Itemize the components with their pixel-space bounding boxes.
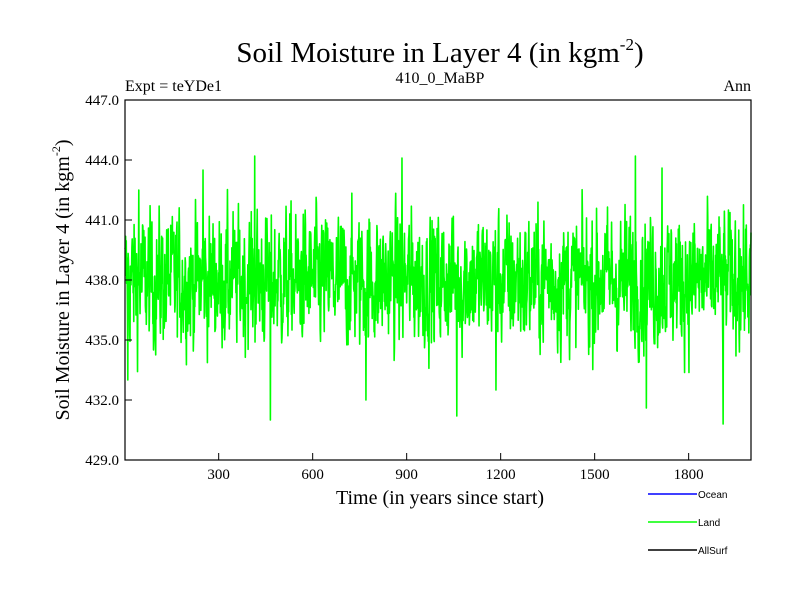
series-land-line (124, 155, 752, 425)
y-tick-label: 435.0 (85, 333, 119, 349)
x-tick-label: 1800 (674, 467, 704, 483)
y-axis-label: Soil Moisture in Layer 4 (in kgm-2) (49, 139, 74, 420)
y-tick-label: 447.0 (85, 93, 119, 109)
x-axis-label: Time (in years since start) (336, 487, 544, 509)
legend-label-allsurf: AllSurf (698, 546, 728, 557)
chart-title: Soil Moisture in Layer 4 (in kgm-2) (236, 35, 643, 69)
x-tick-label: 900 (395, 467, 418, 483)
y-tick-label: 441.0 (85, 213, 119, 229)
x-tick-label: 1200 (486, 467, 516, 483)
x-tick-label: 300 (207, 467, 230, 483)
x-axis: 300 600 900 1200 1500 1800 (207, 453, 704, 483)
legend-label-land: Land (698, 518, 720, 529)
x-tick-label: 1500 (580, 467, 610, 483)
period-label: 410_0_MaBP (396, 70, 485, 87)
y-axis-label-superscript: -2 (49, 146, 63, 156)
y-axis: 429.0 432.0 435.0 438.0 441.0 444.0 447.0 (85, 93, 132, 469)
experiment-label: Expt = teYDe1 (125, 78, 222, 95)
y-tick-label: 429.0 (85, 453, 119, 469)
legend: Ocean Land AllSurf (648, 490, 728, 557)
legend-label-ocean: Ocean (698, 490, 727, 501)
x-tick-label: 600 (301, 467, 324, 483)
y-tick-label: 432.0 (85, 393, 119, 409)
season-label: Ann (723, 78, 751, 95)
chart-title-superscript: -2 (620, 35, 634, 54)
y-tick-label: 444.0 (85, 153, 119, 169)
y-tick-label: 438.0 (85, 273, 119, 289)
